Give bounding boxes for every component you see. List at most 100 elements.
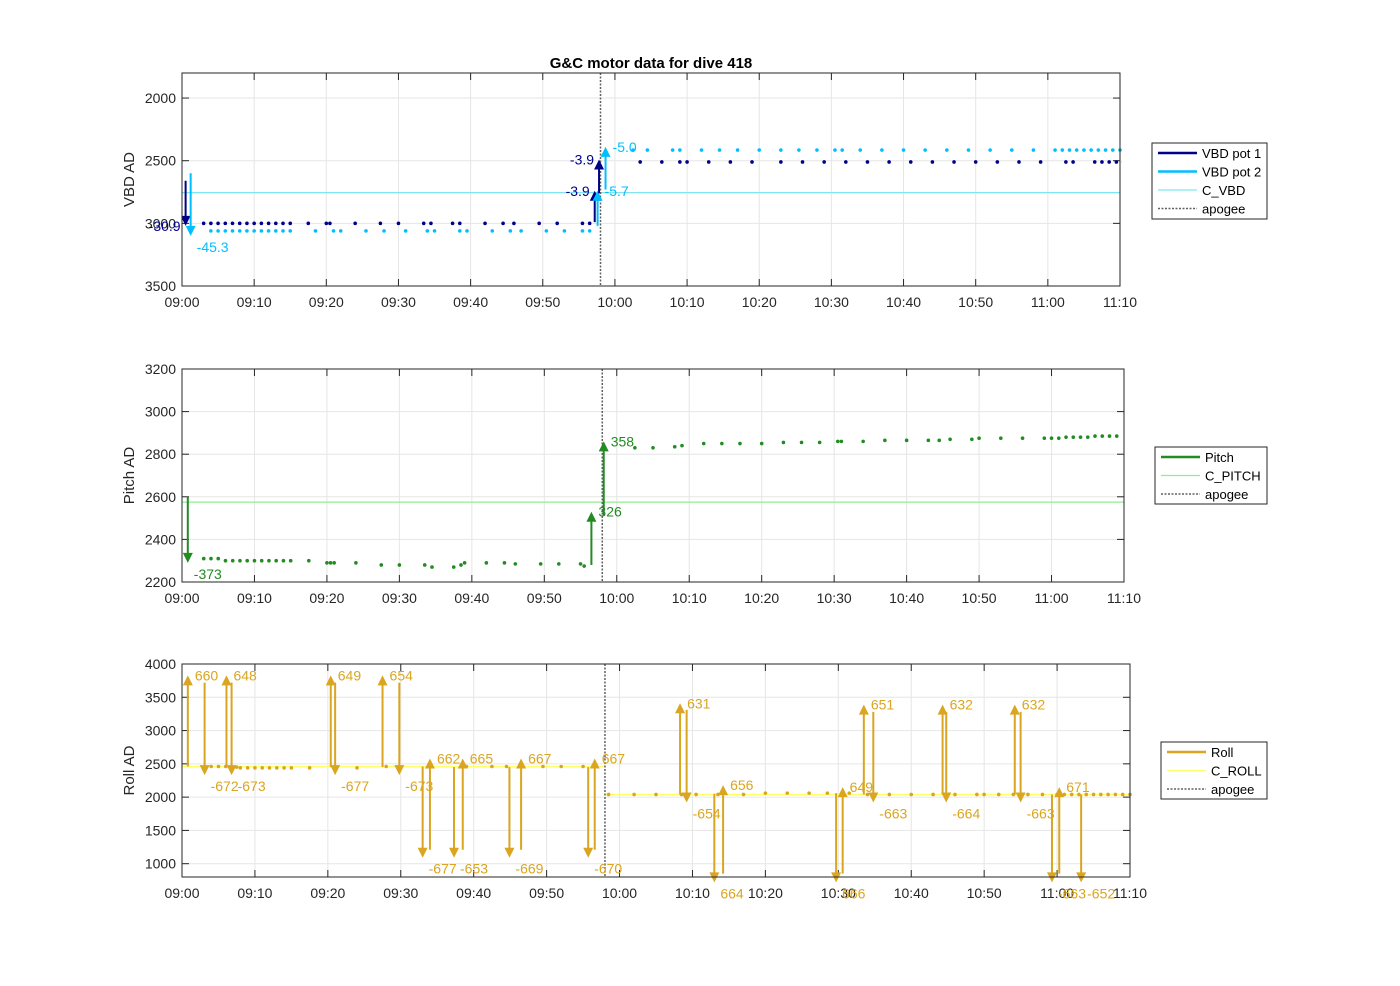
data-point: [397, 563, 402, 567]
data-point: [209, 221, 213, 226]
plot-area: [182, 664, 1130, 877]
data-point: [483, 221, 487, 226]
data-point: [252, 229, 256, 233]
data-point: [1114, 160, 1119, 164]
move-label: -673: [405, 778, 433, 794]
data-point: [502, 561, 507, 565]
data-point: [465, 229, 469, 233]
data-point: [490, 764, 494, 769]
move-label: 665: [470, 751, 494, 767]
data-point: [252, 221, 256, 226]
y-tick-label: 2000: [145, 789, 176, 805]
data-point: [750, 160, 754, 164]
move-arrowhead: [516, 758, 527, 769]
move-label: -677: [341, 778, 369, 794]
data-point: [799, 440, 804, 445]
data-point: [904, 438, 909, 443]
data-point: [757, 148, 762, 152]
move-label: -30.9: [149, 218, 181, 234]
data-point: [462, 561, 467, 565]
data-point: [694, 792, 698, 797]
data-layer: [182, 369, 1124, 582]
data-point: [1110, 148, 1115, 152]
data-layer: [182, 0, 1209, 286]
move-label: -673: [238, 778, 266, 794]
x-tick-label: 09:20: [309, 590, 344, 606]
x-tick-label: 09:20: [309, 294, 344, 310]
data-point: [513, 562, 518, 566]
x-tick-label: 10:30: [821, 885, 856, 901]
data-point: [953, 792, 957, 797]
data-point: [1049, 436, 1054, 441]
data-point: [1064, 160, 1068, 164]
data-point: [259, 221, 264, 226]
x-tick-label: 11:10: [1113, 885, 1147, 901]
data-point: [781, 440, 786, 445]
data-point: [382, 229, 386, 233]
data-point: [544, 229, 549, 233]
x-tick-label: 09:20: [310, 885, 345, 901]
move-label: 664: [720, 885, 744, 901]
plot-area: [182, 73, 1120, 286]
x-tick-label: 09:40: [453, 294, 488, 310]
move-arrowhead: [221, 675, 232, 686]
move-arrowhead: [504, 847, 515, 858]
data-point: [289, 766, 294, 770]
move-arrowhead: [586, 511, 597, 522]
data-point: [678, 148, 682, 152]
y-tick-label: 2600: [145, 489, 176, 505]
x-tick-label: 09:30: [381, 294, 416, 310]
data-point: [230, 229, 235, 233]
data-point: [1031, 148, 1036, 152]
data-point: [738, 441, 742, 446]
x-tick-label: 11:00: [1040, 885, 1074, 901]
data-point: [578, 562, 583, 566]
move-arrowhead: [226, 765, 237, 776]
data-point: [977, 436, 981, 441]
data-point: [324, 221, 329, 226]
data-point: [1114, 434, 1119, 438]
data-point: [379, 563, 384, 567]
move-label: 667: [602, 751, 626, 767]
data-point: [1099, 792, 1103, 797]
data-point: [288, 221, 293, 226]
data-point: [274, 229, 278, 233]
data-point: [1120, 792, 1125, 797]
data-point: [580, 221, 585, 226]
data-point: [307, 558, 311, 563]
data-point: [353, 221, 357, 226]
data-point: [973, 160, 978, 164]
data-point: [501, 221, 505, 226]
data-point: [1067, 148, 1072, 152]
data-point: [259, 229, 264, 233]
data-point: [451, 565, 456, 569]
data-point: [728, 160, 733, 164]
data-point: [484, 561, 489, 565]
move-arrowhead: [424, 758, 435, 769]
data-point: [223, 221, 228, 226]
data-point: [1056, 436, 1061, 441]
data-point: [800, 160, 805, 164]
data-point: [1077, 792, 1081, 797]
data-point: [717, 148, 722, 152]
data-point: [680, 443, 684, 448]
data-point: [1205, 0, 1209, 2]
x-tick-label: 10:30: [817, 590, 852, 606]
data-point: [430, 565, 434, 569]
data-point: [670, 148, 675, 152]
data-point: [1100, 434, 1105, 438]
data-point: [822, 160, 826, 164]
data-point: [735, 148, 740, 152]
move-arrowhead: [457, 758, 468, 769]
data-point: [988, 148, 992, 152]
move-arrowhead: [594, 159, 605, 170]
data-point: [1040, 792, 1045, 797]
data-point: [1060, 148, 1065, 152]
data-point: [238, 558, 242, 563]
x-tick-label: 10:00: [599, 590, 634, 606]
move-label: 656: [730, 777, 754, 793]
x-tick-label: 10:00: [602, 885, 637, 901]
legend-entry: VBD pot 1: [1202, 146, 1261, 161]
data-point: [266, 229, 271, 233]
